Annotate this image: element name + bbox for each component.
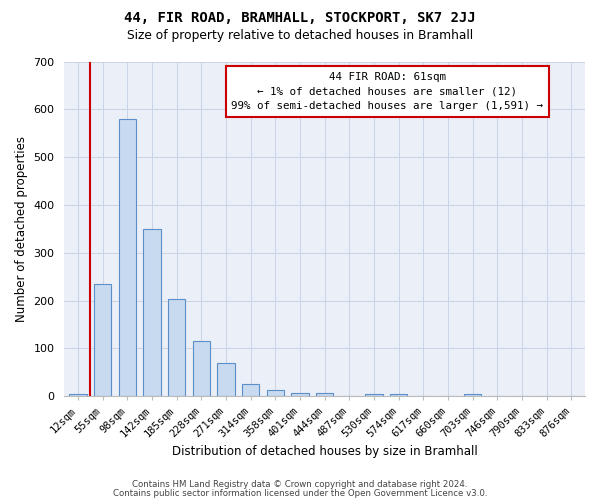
Bar	[119, 119, 136, 396]
Bar	[365, 394, 383, 396]
Text: 44 FIR ROAD: 61sqm
← 1% of detached houses are smaller (12)
99% of semi-detached: 44 FIR ROAD: 61sqm ← 1% of detached hous…	[231, 72, 543, 111]
Bar	[94, 284, 111, 397]
X-axis label: Distribution of detached houses by size in Bramhall: Distribution of detached houses by size …	[172, 444, 478, 458]
Bar	[390, 394, 407, 396]
Y-axis label: Number of detached properties: Number of detached properties	[15, 136, 28, 322]
Text: Contains public sector information licensed under the Open Government Licence v3: Contains public sector information licen…	[113, 488, 487, 498]
Bar	[316, 393, 334, 396]
Text: 44, FIR ROAD, BRAMHALL, STOCKPORT, SK7 2JJ: 44, FIR ROAD, BRAMHALL, STOCKPORT, SK7 2…	[124, 11, 476, 25]
Bar	[143, 229, 161, 396]
Text: Size of property relative to detached houses in Bramhall: Size of property relative to detached ho…	[127, 29, 473, 42]
Text: Contains HM Land Registry data © Crown copyright and database right 2024.: Contains HM Land Registry data © Crown c…	[132, 480, 468, 489]
Bar	[217, 363, 235, 396]
Bar	[193, 342, 210, 396]
Bar	[292, 392, 308, 396]
Bar	[70, 394, 86, 396]
Bar	[168, 299, 185, 396]
Bar	[464, 394, 481, 396]
Bar	[267, 390, 284, 396]
Bar	[242, 384, 259, 396]
